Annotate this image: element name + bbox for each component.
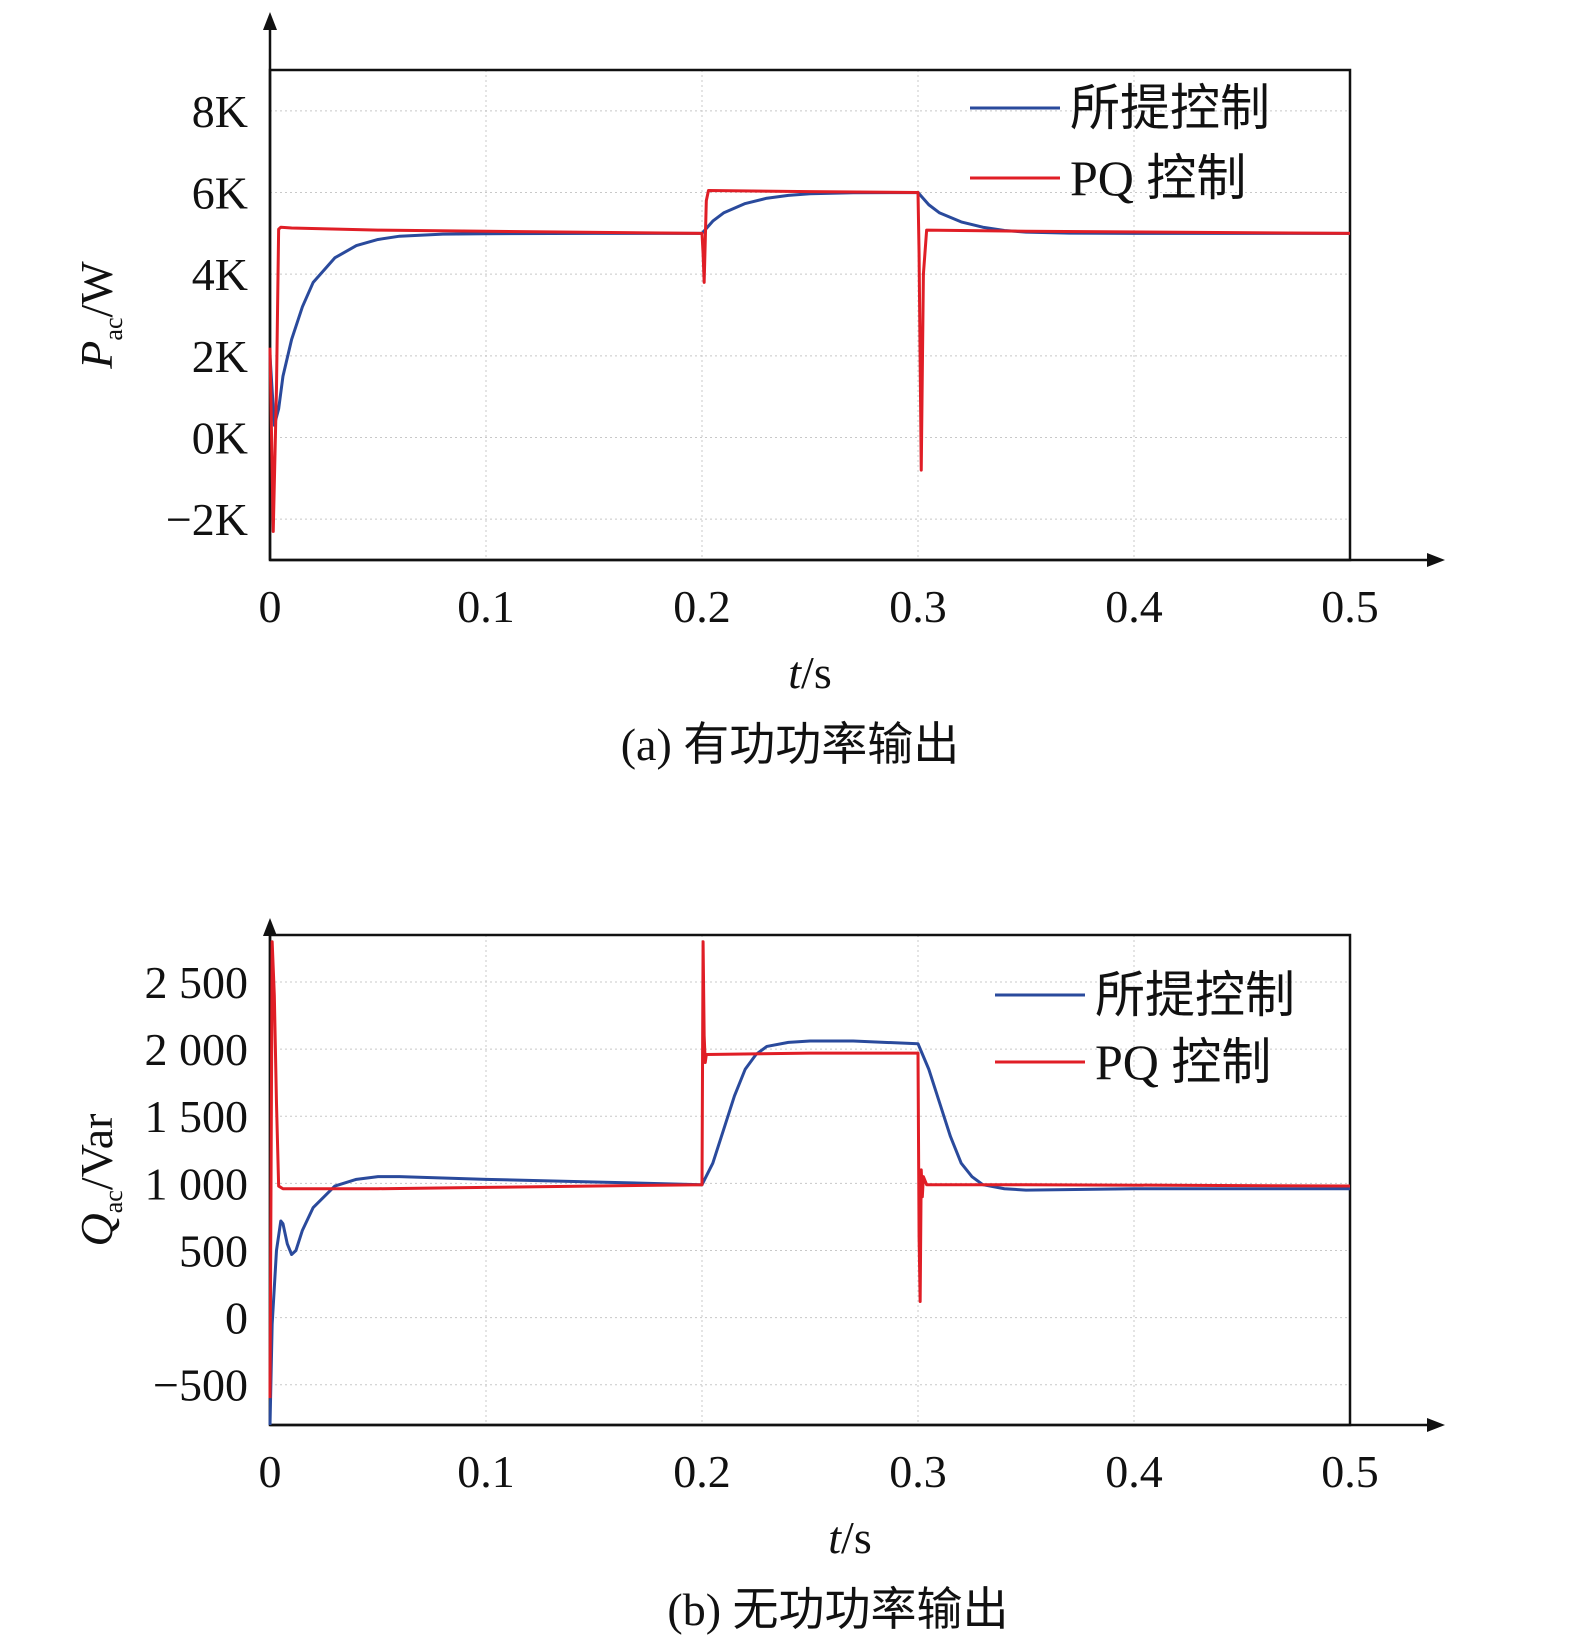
y-tick-label: 0K [192, 413, 248, 464]
x-tick-label: 0.3 [889, 1446, 947, 1497]
x-tick-label: 0.2 [673, 1446, 731, 1497]
y-tick-label: 0 [225, 1293, 248, 1344]
x-axis-label: t/s [788, 647, 831, 698]
legend-label: PQ 控制 [1095, 1034, 1271, 1090]
y-axis-arrow-icon [263, 12, 277, 30]
y-axis-label: Pac/W [71, 261, 128, 370]
y-tick-label: 1 000 [145, 1158, 249, 1209]
x-tick-label: 0.5 [1321, 1446, 1379, 1497]
x-tick-label: 0.1 [457, 581, 515, 632]
x-tick-label: 0.3 [889, 581, 947, 632]
x-tick-label: 0.4 [1105, 1446, 1163, 1497]
series-line-proposed [268, 1039, 1350, 1426]
y-axis-arrow-icon [263, 918, 277, 936]
x-axis-label: t/s [828, 1512, 871, 1563]
x-tick-label: 0.5 [1321, 581, 1379, 632]
legend-label: 所提控制 [1095, 967, 1295, 1023]
y-tick-label: 2K [192, 331, 248, 382]
x-axis-arrow-icon [1427, 1418, 1445, 1432]
x-tick-label: 0 [259, 1446, 282, 1497]
series-line-pq [268, 188, 1351, 533]
series-line-proposed [268, 191, 1350, 427]
y-tick-label: 2 000 [145, 1024, 249, 1075]
x-tick-label: 0.4 [1105, 581, 1163, 632]
y-tick-label: −500 [153, 1360, 248, 1411]
legend-label: 所提控制 [1070, 80, 1270, 136]
figure-caption: (a) 有功功率输出 [621, 719, 960, 770]
y-axis-label: Qac/Var [71, 1114, 128, 1247]
y-tick-label: 500 [179, 1225, 248, 1276]
x-tick-label: 0.2 [673, 581, 731, 632]
series-line-pq [268, 940, 1351, 1399]
x-tick-label: 0.1 [457, 1446, 515, 1497]
legend-label: PQ 控制 [1070, 150, 1246, 206]
figure-caption: (b) 无功功率输出 [667, 1584, 1008, 1635]
y-tick-label: −2K [166, 494, 248, 545]
plot-frame [268, 68, 1352, 562]
y-tick-label: 8K [192, 86, 248, 137]
y-tick-label: 4K [192, 249, 248, 300]
x-tick-label: 0 [259, 581, 282, 632]
chart-panel-0: 0 0.1 0.2 0.3 0.4 0.5 −2K 0K 2K 4K 6K 8K t/s Pac/W 所提控… [71, 12, 1445, 770]
x-axis-arrow-icon [1427, 553, 1445, 567]
y-tick-label: 2 500 [145, 957, 249, 1008]
y-tick-label: 1 500 [145, 1091, 249, 1142]
y-tick-label: 6K [192, 168, 248, 219]
